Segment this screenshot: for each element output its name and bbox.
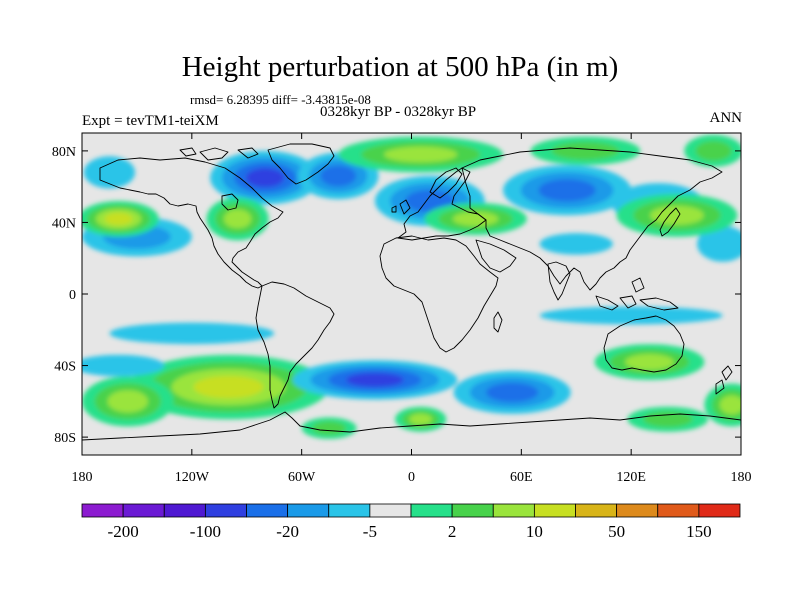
anomaly-contour bbox=[539, 306, 723, 325]
anomaly-contour bbox=[82, 354, 165, 377]
colorbar-box bbox=[122, 503, 165, 518]
coast-india bbox=[547, 261, 571, 301]
colorbar-box bbox=[246, 503, 289, 518]
colorbar-box bbox=[410, 503, 453, 518]
coast-madagascar bbox=[493, 311, 503, 333]
x-tick-label: 60W bbox=[288, 470, 316, 485]
x-tick-label: 180 bbox=[72, 470, 93, 485]
y-tick-label: 40S bbox=[54, 360, 76, 375]
anomaly-contour bbox=[486, 382, 539, 402]
coast-british-isles bbox=[391, 199, 411, 215]
anomaly-contour bbox=[107, 390, 149, 413]
y-tick-label: 0 bbox=[69, 288, 76, 303]
anomaly-contour bbox=[384, 146, 458, 163]
x-tick-label: 120E bbox=[616, 470, 646, 485]
anomaly-contour bbox=[405, 189, 455, 213]
season-label: ANN bbox=[709, 110, 743, 126]
anomaly-contour bbox=[346, 373, 404, 387]
colorbar-box bbox=[81, 503, 124, 518]
colorbar-box bbox=[657, 503, 700, 518]
coast-antarctica bbox=[82, 411, 741, 441]
period-label: 0328kyr BP - 0328kyr BP bbox=[320, 104, 477, 120]
anomaly-contour bbox=[223, 209, 252, 229]
coast-indonesia bbox=[595, 277, 679, 311]
x-tick-label: 60E bbox=[510, 470, 533, 485]
colorbar-box bbox=[575, 503, 618, 518]
colorbar-box bbox=[451, 503, 494, 518]
colorbar-label: -5 bbox=[363, 522, 377, 541]
anomaly-contour bbox=[538, 179, 596, 202]
coast-arctic-islands bbox=[179, 147, 259, 161]
anomaly-field bbox=[82, 134, 741, 439]
colorbar-box bbox=[163, 503, 206, 518]
colorbar-box bbox=[492, 503, 535, 518]
anomaly-contour bbox=[625, 354, 674, 370]
anomaly-contour bbox=[109, 322, 275, 345]
colorbar-box bbox=[698, 503, 741, 518]
colorbar-label: 10 bbox=[526, 522, 543, 541]
coast-new-zealand bbox=[715, 365, 733, 395]
x-tick-label: 0 bbox=[408, 470, 415, 485]
colorbar-label: 2 bbox=[448, 522, 457, 541]
anomaly-contour bbox=[452, 211, 499, 227]
coast-australia bbox=[603, 315, 685, 373]
x-tick-label: 120W bbox=[175, 470, 210, 485]
colorbar-label: -100 bbox=[190, 522, 221, 541]
coast-arabia bbox=[475, 239, 517, 273]
colorbar-box bbox=[204, 503, 247, 518]
plot-title: Height perturbation at 500 hPa (in m) bbox=[181, 51, 619, 83]
anomaly-contour bbox=[551, 142, 620, 160]
experiment-label: Expt = tevTM1-teiXM bbox=[82, 113, 219, 129]
y-tick-label: 80S bbox=[54, 431, 76, 446]
colorbar-box bbox=[369, 503, 412, 518]
anomaly-contour bbox=[695, 140, 732, 161]
anomaly-contour bbox=[642, 411, 693, 427]
coast-japan bbox=[659, 207, 681, 237]
anomaly-contour bbox=[104, 212, 133, 226]
coast-south-america bbox=[255, 281, 335, 409]
coast-europe bbox=[397, 167, 487, 241]
y-tick-label: 80N bbox=[52, 145, 76, 160]
anomaly-contour bbox=[409, 413, 433, 425]
anomaly-contour bbox=[539, 233, 613, 255]
colorbar-label: -20 bbox=[276, 522, 299, 541]
coast-hudson-bay bbox=[221, 193, 239, 211]
coast-greenland bbox=[267, 143, 335, 185]
colorbar-box bbox=[533, 503, 576, 518]
anomaly-contour bbox=[320, 165, 357, 187]
colorbar-box bbox=[328, 503, 371, 518]
colorbar-box bbox=[287, 503, 330, 518]
y-axis: 80N 40N 0 40S 80S bbox=[52, 145, 741, 446]
colorbar-box bbox=[616, 503, 659, 518]
anomaly-contour bbox=[719, 395, 741, 415]
anomaly-contour bbox=[697, 226, 741, 262]
coast-africa bbox=[379, 235, 499, 353]
colorbar-label: 50 bbox=[608, 522, 625, 541]
coastlines bbox=[82, 143, 741, 441]
rmsd-diff-stats: rmsd= 6.28395 diff= -3.43815e-08 bbox=[190, 92, 371, 107]
anomaly-contour bbox=[193, 375, 264, 399]
anomaly-contour bbox=[245, 168, 285, 188]
y-tick-label: 40N bbox=[52, 216, 76, 231]
colorbar-label: 150 bbox=[686, 522, 712, 541]
x-axis: 180 120W 60W 0 60E 120E 180 bbox=[72, 133, 752, 485]
colorbar: -200 -100 -20 -5 2 10 50 150 bbox=[81, 503, 741, 541]
colorbar-label: -200 bbox=[108, 522, 139, 541]
coast-scandinavia bbox=[429, 167, 463, 199]
anomaly-contour bbox=[312, 421, 347, 435]
anomaly-contour bbox=[83, 156, 136, 189]
coast-asia bbox=[461, 147, 723, 291]
x-tick-label: 180 bbox=[731, 470, 752, 485]
